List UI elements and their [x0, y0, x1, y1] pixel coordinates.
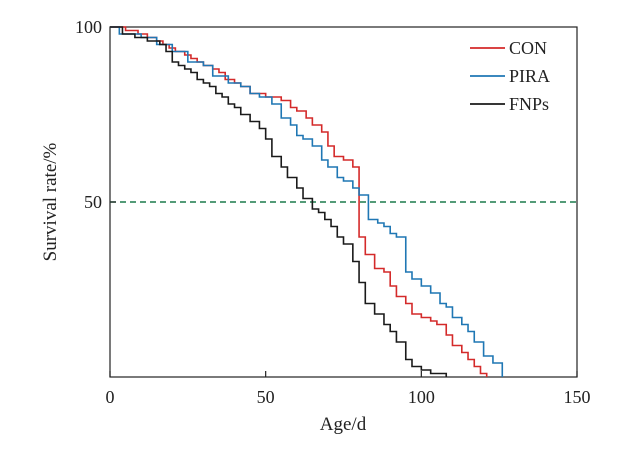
series-line-con: [110, 26, 488, 377]
y-tick-label: 100: [75, 17, 102, 37]
x-tick-label: 150: [564, 387, 591, 407]
series-line-fnps: [110, 26, 448, 377]
legend-label-con: CON: [509, 38, 547, 58]
y-tick-label: 50: [84, 192, 102, 212]
legend: CON PIRA FNPs: [470, 38, 550, 114]
y-axis-label: Survival rate/%: [40, 142, 61, 261]
x-tick-label: 0: [106, 387, 115, 407]
ticks-layer: 0 50 100 150 50 100: [75, 17, 591, 407]
x-axis-label: Age/d: [320, 414, 367, 435]
legend-label-pira: PIRA: [509, 66, 550, 86]
series-line-pira: [110, 26, 504, 377]
x-tick-label: 100: [408, 387, 435, 407]
legend-label-fnps: FNPs: [509, 94, 549, 114]
x-tick-label: 50: [257, 387, 275, 407]
series-layer: [110, 26, 504, 377]
